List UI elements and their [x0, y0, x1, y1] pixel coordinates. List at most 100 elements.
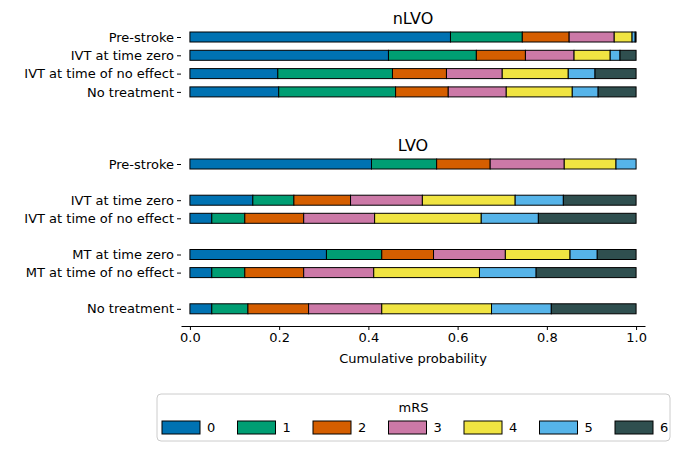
bar [382, 250, 434, 260]
tick-mark [177, 92, 181, 93]
legend-swatch [540, 421, 578, 434]
bar [190, 195, 253, 205]
legend-entry: 2 [313, 420, 366, 435]
series [304, 159, 565, 314]
bar [479, 268, 536, 278]
tick-label: 0.2 [269, 330, 290, 345]
series [278, 32, 522, 97]
bar [481, 213, 538, 223]
bar [190, 304, 212, 314]
bar [525, 50, 574, 60]
series [374, 159, 616, 314]
x-axis: 0.0 0.2 0.4 0.6 0.8 1.0 [180, 326, 647, 345]
tick-label: MT at time zero [72, 247, 174, 262]
legend-label: 3 [434, 420, 442, 435]
tick: No treatment [87, 85, 181, 100]
tick-label: Pre-stroke [109, 30, 174, 45]
tick: 0.8 [537, 326, 558, 345]
bar [568, 69, 595, 79]
tick-label: 0.0 [180, 330, 201, 345]
legend-swatch [389, 421, 427, 434]
tick: Pre-stroke [109, 157, 181, 172]
tick: IVT at time of no effect [24, 66, 181, 81]
bar [616, 159, 636, 169]
bar [212, 213, 245, 223]
tick: No treatment [87, 301, 181, 316]
legend-swatch [313, 421, 351, 434]
tick-mark [177, 37, 181, 38]
series [536, 195, 636, 314]
bar [446, 69, 502, 79]
tick-mark [177, 218, 181, 219]
series [245, 159, 490, 314]
tick: IVT at time of no effect [24, 211, 181, 226]
bar [506, 87, 572, 97]
bar [563, 195, 636, 205]
bar [635, 32, 637, 42]
tick: Pre-stroke [109, 30, 181, 45]
legend-entry: 3 [389, 420, 442, 435]
bars [190, 32, 636, 97]
panel: nLVOPre-strokeIVT at time zeroIVT at tim… [24, 9, 636, 100]
bar [374, 268, 480, 278]
legend-label: 2 [358, 420, 366, 435]
tick-label: 0.6 [448, 330, 469, 345]
tick-label: Pre-stroke [109, 157, 174, 172]
title: LVO [398, 136, 428, 155]
tick-mark [177, 74, 181, 75]
bar [372, 159, 437, 169]
bar [502, 69, 568, 79]
series [446, 32, 614, 97]
legend-swatch [464, 421, 502, 434]
bar [304, 268, 374, 278]
bar [388, 50, 476, 60]
tick: 0.0 [180, 326, 201, 345]
bar [569, 32, 614, 42]
tick-label: 1.0 [626, 330, 647, 345]
bar [279, 87, 396, 97]
bar [396, 87, 449, 97]
bar [294, 195, 351, 205]
bar [492, 304, 552, 314]
bar [190, 268, 212, 278]
bar [278, 69, 393, 79]
bar [190, 32, 451, 42]
tick-label: IVT at time zero [71, 193, 174, 208]
bar [538, 213, 636, 223]
bar [620, 50, 636, 60]
series [568, 32, 635, 97]
bar [515, 195, 563, 205]
bar [190, 213, 212, 223]
tick-label: 0.8 [537, 330, 558, 345]
legend: mRS0123456 [157, 394, 670, 441]
bar [309, 304, 382, 314]
bar [190, 69, 278, 79]
bar [598, 87, 636, 97]
tick: 0.2 [269, 326, 290, 345]
tick-label: IVT at time zero [71, 48, 174, 63]
axis-line [182, 326, 646, 327]
legend-title: mRS [399, 400, 429, 415]
bar [614, 32, 632, 42]
tick-label: MT at time of no effect [26, 265, 174, 280]
tick-mark [177, 55, 181, 56]
legend-entry: 0 [162, 420, 215, 435]
bar [450, 32, 522, 42]
bar [570, 250, 597, 260]
series [479, 159, 636, 314]
bar [351, 195, 423, 205]
bar [636, 159, 637, 169]
figure: nLVOPre-strokeIVT at time zeroIVT at tim… [0, 0, 678, 452]
tick: 0.4 [359, 326, 380, 345]
tick-label: No treatment [87, 301, 174, 316]
tick-mark [177, 273, 181, 274]
tick: MT at time of no effect [26, 265, 181, 280]
bar [597, 250, 636, 260]
bar [304, 213, 375, 223]
bar [245, 268, 304, 278]
bar [574, 50, 610, 60]
bar [437, 159, 491, 169]
tick-label: IVT at time of no effect [24, 211, 174, 226]
legend-swatch [162, 421, 200, 434]
legend-swatch [238, 421, 276, 434]
